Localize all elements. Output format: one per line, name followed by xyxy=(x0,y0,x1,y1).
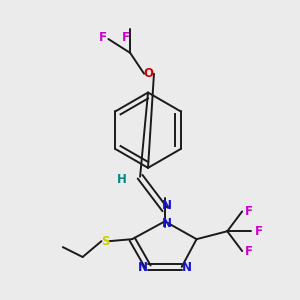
Text: O: O xyxy=(143,67,153,80)
Text: N: N xyxy=(162,199,172,212)
Text: N: N xyxy=(162,217,172,230)
Text: N: N xyxy=(182,261,192,274)
Text: F: F xyxy=(255,225,263,238)
Text: F: F xyxy=(245,244,253,258)
Text: F: F xyxy=(98,31,106,44)
Text: F: F xyxy=(122,31,130,44)
Text: S: S xyxy=(101,235,110,248)
Text: N: N xyxy=(138,261,148,274)
Text: F: F xyxy=(245,205,253,218)
Text: H: H xyxy=(117,173,127,186)
